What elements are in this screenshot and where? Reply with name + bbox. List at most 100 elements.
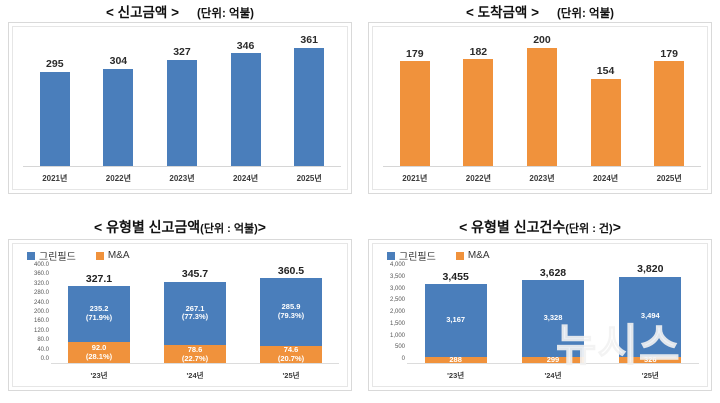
bar-column: 304 <box>91 33 145 167</box>
segment-value-label: 3,328 <box>543 313 563 323</box>
bar-rect <box>39 71 70 167</box>
legend-item-greenfield[interactable]: 그린필드 <box>387 248 436 263</box>
bar-column: 179 <box>388 33 442 167</box>
stacked-bar: 3,328 299 <box>521 280 584 364</box>
chart-title-tail: > <box>612 219 621 235</box>
stacked-bars-container: 3,455 3,167 288 3,628 <box>407 264 699 364</box>
bar-value-label: 361 <box>300 34 318 47</box>
stack-total-label: 345.7 <box>181 268 209 280</box>
chart-legend: 그린필드 M&A <box>387 248 489 263</box>
bar-column: 295 <box>28 33 82 167</box>
segment-value-label: 299 <box>546 357 560 364</box>
x-axis-tick-label: 2021년 <box>42 173 68 183</box>
plot-area: 그린필드 M&A 400.0 360.0 320.0 280.0 240.0 2… <box>12 243 348 387</box>
bar-rect <box>230 53 261 167</box>
bars-container: 295 304 327 346 <box>23 33 341 167</box>
stack-segment-mna: 78.6 (22.7%) <box>164 345 226 364</box>
x-axis-tick-label: 2024년 <box>232 173 259 183</box>
bar-rect <box>590 78 621 167</box>
stack-segment-greenfield: 267.1 (77.3%) <box>164 281 226 346</box>
x-axis-line <box>383 166 701 167</box>
bar-value-label: 182 <box>469 45 488 58</box>
chart-legend: 그린필드 M&A <box>27 248 129 263</box>
plot-area: 295 304 327 346 <box>12 26 348 190</box>
legend-swatch-icon <box>27 251 35 260</box>
segment-value-label: 326 <box>644 356 657 364</box>
chart-title-by-type-count: < 유형별 신고건수(단위 : 건)> <box>360 215 720 239</box>
x-axis-tick-label: 2024년 <box>592 173 619 183</box>
segment-share-label: (71.9%) <box>85 313 113 323</box>
legend-item-mna[interactable]: M&A <box>455 250 489 261</box>
stacked-bars-container: 327.1 235.2 (71.9%) 92.0 (28.1%) <box>51 264 339 364</box>
y-axis-labels: 400.0 360.0 320.0 280.0 240.0 200.0 160.… <box>15 262 49 364</box>
stack-total-label: 3,820 <box>637 263 664 275</box>
stack-segment-mna: 74.6 (20.7%) <box>260 346 322 364</box>
stack-total-label: 3,455 <box>442 270 469 283</box>
x-axis-line <box>23 166 341 167</box>
stack-segment-mna: 288 <box>424 357 487 364</box>
segment-share-label: (28.1%) <box>85 352 113 362</box>
bar-column: 179 <box>642 33 696 167</box>
chart-title-text: < 유형별 신고건수 <box>459 219 566 235</box>
y-axis-tick-label: 0 <box>401 356 405 362</box>
legend-item-greenfield[interactable]: 그린필드 <box>27 248 76 263</box>
x-axis-tick-label: 2025년 <box>656 173 682 183</box>
bar-rect <box>294 47 325 167</box>
segment-value-label: 78.6 <box>187 345 203 355</box>
stacked-bar-column: 3,628 3,328 299 <box>515 264 591 364</box>
x-axis-tick-label: 2022년 <box>465 173 491 183</box>
chart-unit-text: (단위: 억불) <box>556 8 614 20</box>
bar-rect <box>166 59 197 167</box>
y-axis-tick-label: 120.0 <box>33 327 49 334</box>
stack-segment-greenfield: 235.2 (71.9%) <box>68 286 130 343</box>
chart-unit-text: (단위: 억불) <box>196 8 254 20</box>
bar-value-label: 179 <box>660 47 678 60</box>
stack-total-label: 360.5 <box>277 264 305 277</box>
chart-panel-by-type-amount: < 유형별 신고금액(단위 : 억불)> 그린필드 M&A 400.0 360. <box>0 215 360 403</box>
stack-total-label: 327.1 <box>85 272 113 285</box>
segment-value-label: 3,167 <box>446 315 466 325</box>
chart-unit-text: (단위 : 건) <box>565 223 613 235</box>
x-axis-tick-label: '24년 <box>186 370 204 380</box>
plot-frame-declared-amount: 295 304 327 346 <box>8 22 352 194</box>
segment-value-label: 3,494 <box>640 311 660 321</box>
bar-rect <box>103 68 134 167</box>
stacked-bar: 3,494 326 <box>619 276 682 364</box>
legend-label: M&A <box>107 250 130 261</box>
plot-frame-by-type-count: 그린필드 M&A 4,000 3,500 3,000 2,500 2,000 1… <box>368 239 712 391</box>
stack-segment-greenfield: 3,328 <box>521 280 584 358</box>
x-axis-tick-label: 2023년 <box>169 173 195 183</box>
x-axis-tick-label: '23년 <box>447 370 465 380</box>
y-axis-labels: 4,000 3,500 3,000 2,500 2,000 1,500 1,00… <box>375 262 405 364</box>
y-axis-tick-label: 2,000 <box>389 309 405 315</box>
x-axis-tick-label: '25년 <box>641 370 659 380</box>
bars-container: 179 182 200 154 <box>383 33 701 167</box>
segment-share-label: (77.3%) <box>181 312 209 322</box>
chart-title-declared-amount: < 신고금액 > (단위: 억불) <box>0 0 360 21</box>
legend-item-mna[interactable]: M&A <box>95 250 130 261</box>
plot-area: 그린필드 M&A 4,000 3,500 3,000 2,500 2,000 1… <box>372 243 708 387</box>
chart-panel-declared-amount: < 신고금액 > (단위: 억불) 295 304 327 <box>0 0 360 205</box>
bar-rect <box>526 47 557 167</box>
legend-swatch-icon <box>387 251 395 260</box>
bar-value-label: 327 <box>173 46 191 59</box>
chart-title-tail: > <box>257 219 266 235</box>
y-axis-tick-label: 1,500 <box>389 320 405 327</box>
x-axis-tick-label: 2025년 <box>296 173 322 183</box>
plot-area: 179 182 200 154 <box>372 26 708 190</box>
y-axis-tick-label: 40.0 <box>37 346 49 353</box>
y-axis-tick-label: 320.0 <box>33 280 49 287</box>
stacked-bar-column: 3,820 3,494 326 <box>612 264 688 364</box>
bar-value-label: 200 <box>533 34 551 47</box>
y-axis-tick-label: 160.0 <box>33 318 49 325</box>
plot-frame-arrived-amount: 179 182 200 154 <box>368 22 712 194</box>
x-axis-labels: 2021년 2022년 2023년 2024년 2025년 <box>383 170 701 186</box>
y-axis-tick-label: 2,500 <box>389 297 405 304</box>
x-axis-line <box>51 363 339 364</box>
y-axis-tick-label: 3,000 <box>389 285 405 292</box>
bar-rect <box>654 61 685 167</box>
segment-value-label: 92.0 <box>91 343 107 353</box>
stack-segment-greenfield: 3,167 <box>424 284 487 358</box>
stacked-bar-column: 345.7 267.1 (77.3%) 78.6 (22.7%) <box>158 264 233 364</box>
bar-value-label: 346 <box>236 39 255 52</box>
